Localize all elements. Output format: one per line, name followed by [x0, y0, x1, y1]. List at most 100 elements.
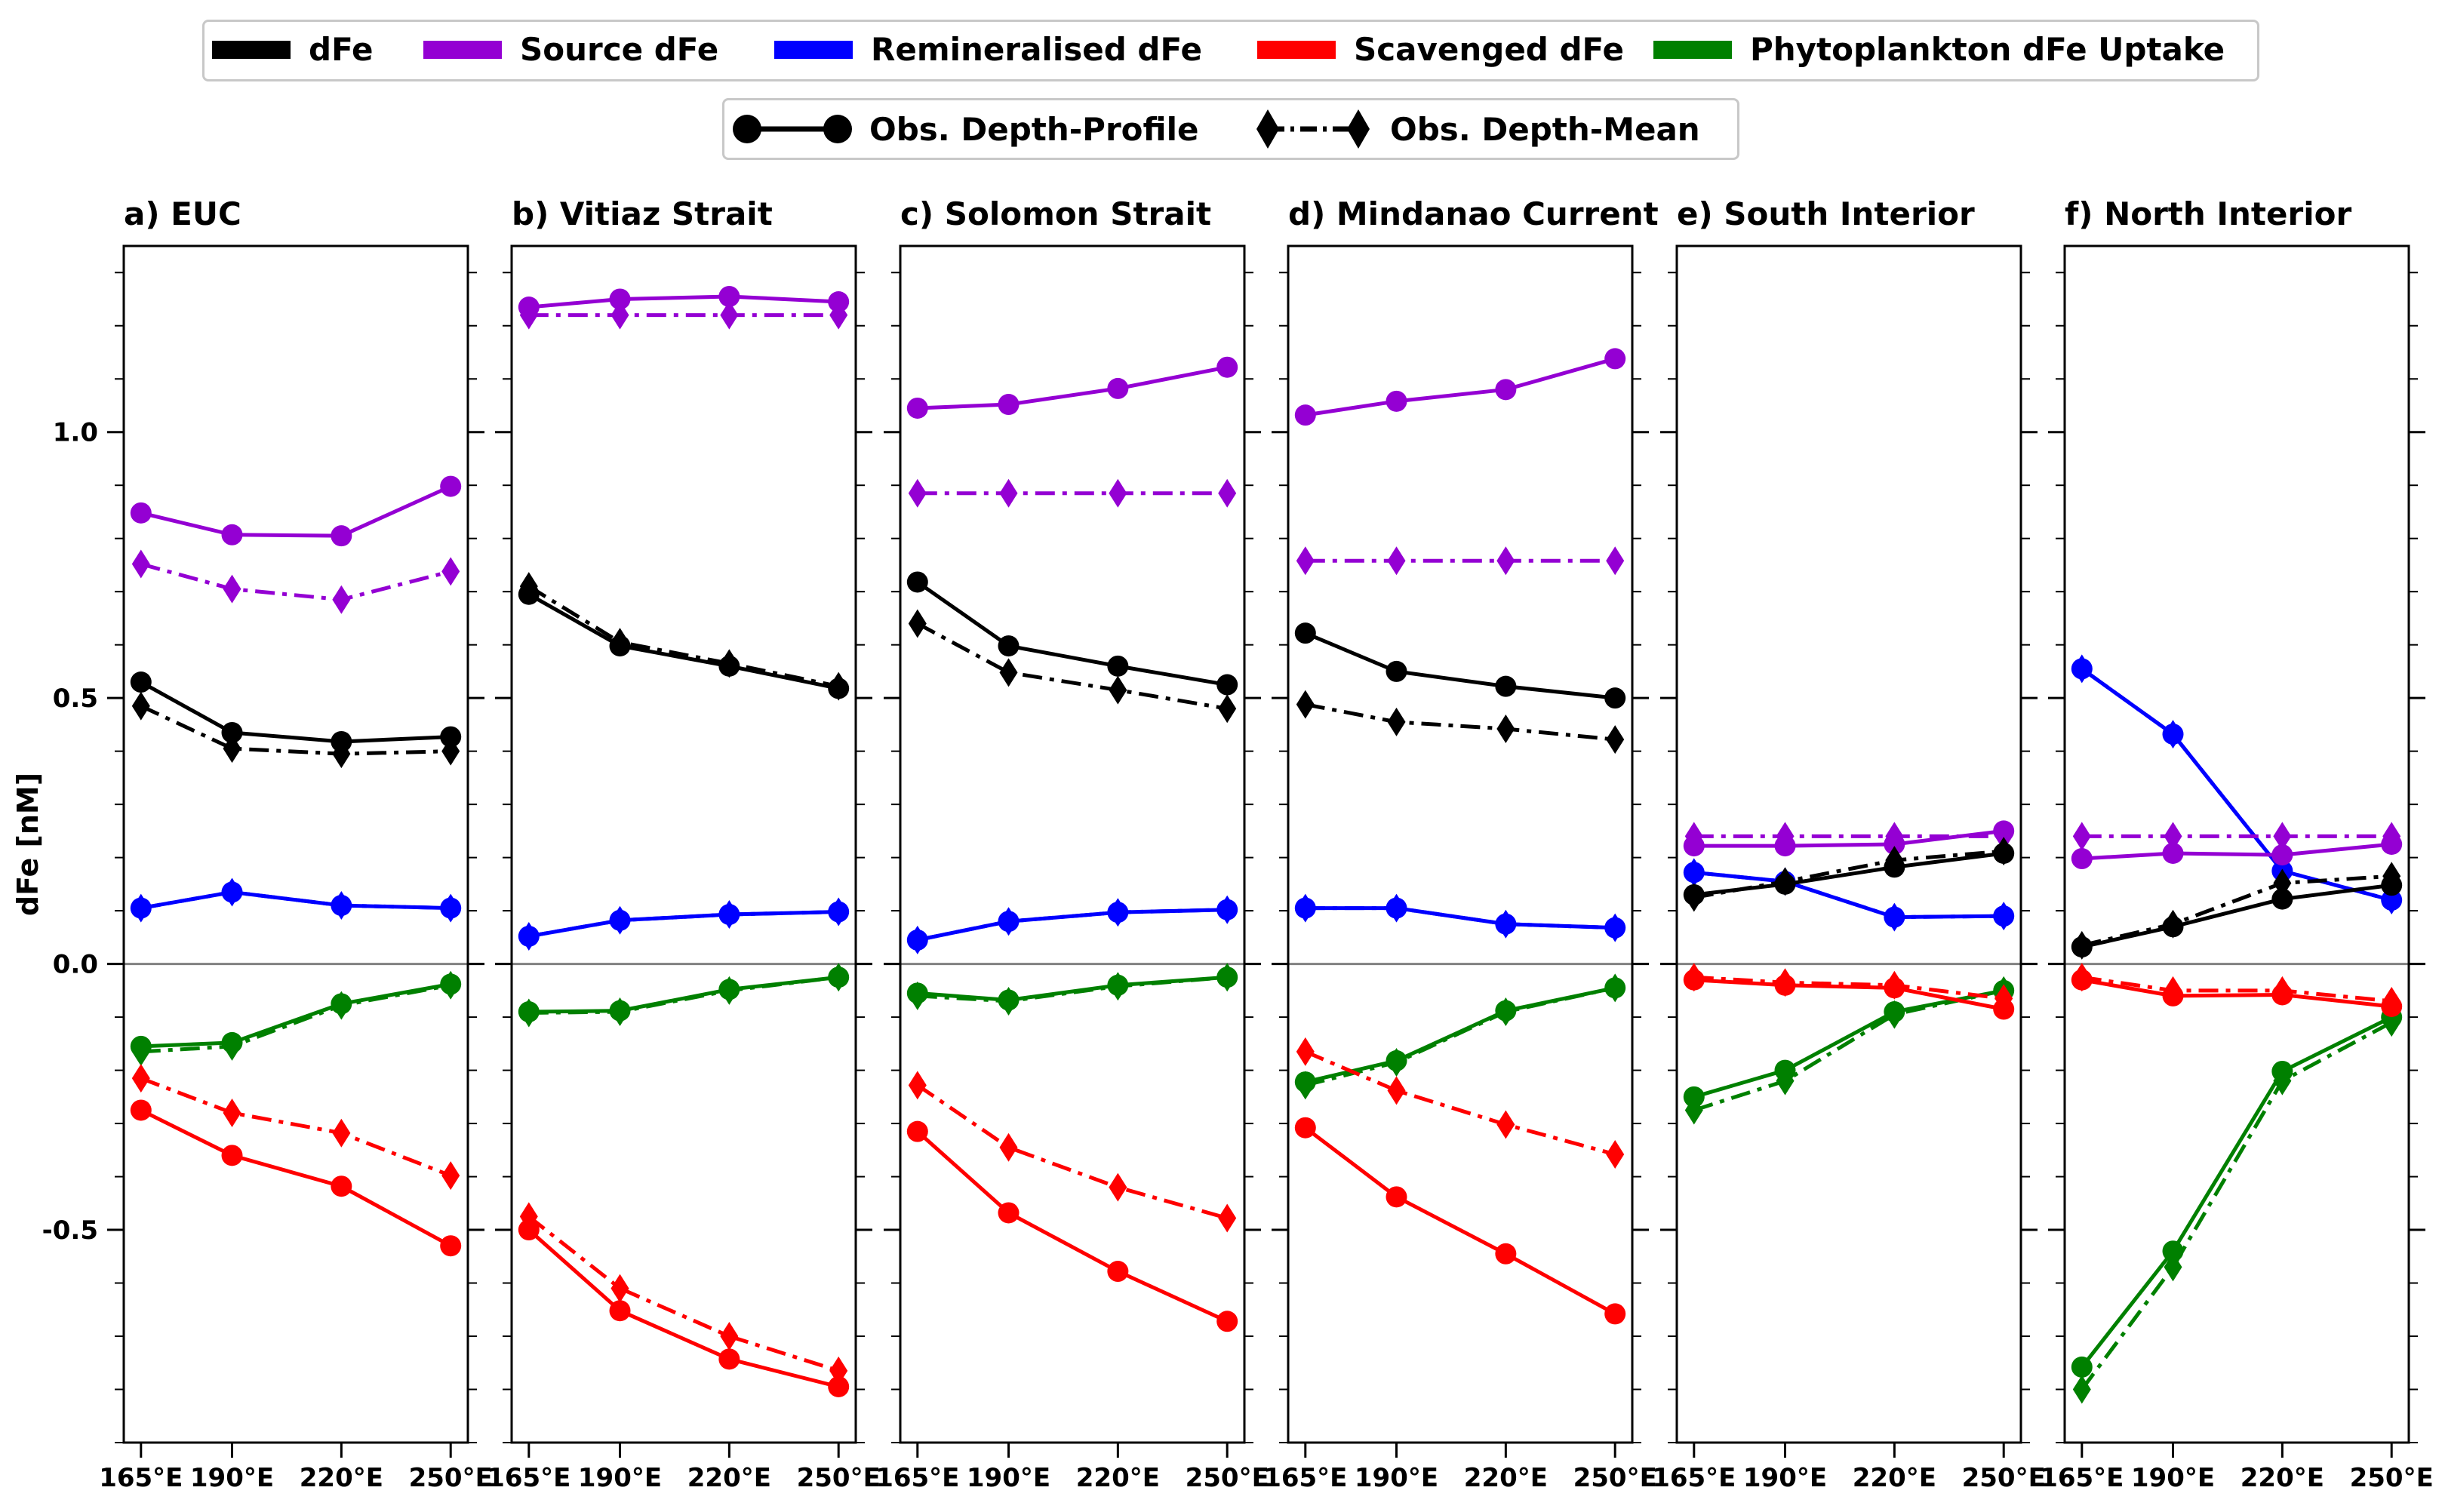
data-point-remin-profile: [1386, 897, 1407, 919]
series-line-scav-profile: [2081, 978, 2392, 1009]
data-point-remin-profile: [828, 901, 850, 923]
data-point-remin-profile: [1216, 899, 1238, 920]
data-point-dfe-profile: [2071, 936, 2093, 958]
data-point-remin-profile: [609, 909, 631, 931]
x-tick-label: 250°E: [409, 1463, 493, 1493]
data-point-dfe-profile: [1884, 856, 1905, 878]
data-point-dfe-profile: [998, 635, 1020, 657]
series-line-source-profile: [917, 365, 1228, 410]
x-tick-label: 220°E: [2241, 1463, 2324, 1493]
data-point-phyto-profile: [130, 1035, 152, 1057]
data-point-phyto-profile: [1386, 1049, 1407, 1071]
data-point-dfe-profile: [718, 655, 740, 677]
data-point-source-mean: [131, 549, 150, 579]
data-point-phyto-profile: [1495, 1000, 1517, 1022]
data-point-dfe-profile: [518, 583, 540, 605]
data-point-scav-profile: [1386, 1186, 1407, 1208]
data-point-source-profile: [1386, 390, 1407, 412]
panel-title: b) Vitiaz Strait: [512, 195, 773, 232]
series-line-scav-mean: [527, 1215, 839, 1373]
x-tick-label: 190°E: [190, 1463, 274, 1493]
y-axis-label: dFe [nM]: [11, 773, 45, 916]
data-point-dfe-mean: [131, 691, 150, 721]
series-line-phyto-profile: [1305, 985, 1616, 1084]
data-point-source-profile: [828, 291, 850, 313]
legend-label: Obs. Depth-Profile: [869, 110, 1199, 148]
data-point-scav-profile: [2071, 969, 2093, 991]
data-point-scav-profile: [718, 1348, 740, 1370]
series-line-scav-mean: [916, 1083, 1228, 1220]
data-point-dfe-profile: [2162, 916, 2184, 938]
series-line-dfe-mean: [2081, 874, 2392, 948]
series-line-scav-profile: [140, 1108, 452, 1248]
data-point-scav-profile: [828, 1375, 850, 1397]
data-point-scav-mean: [999, 1132, 1018, 1162]
data-point-source-profile: [1993, 820, 2015, 842]
data-point-source-profile: [130, 502, 152, 524]
data-point-phyto-profile: [828, 967, 850, 988]
series-line-scav-profile: [527, 1228, 839, 1389]
series-line-remin-profile: [2081, 667, 2392, 902]
data-point-source-mean: [2072, 822, 2091, 851]
panel-frame: [1675, 244, 2022, 1444]
panel-2: c) Solomon Strait 165°E 190°E 220°E 250°E: [875, 195, 1269, 1493]
data-point-source-mean: [2164, 822, 2182, 851]
data-point-scav-profile: [1993, 998, 2015, 1020]
data-point-dfe-mean: [1496, 715, 1515, 744]
series-line-scav-profile: [1304, 1126, 1616, 1316]
legend-label: Phytoplankton dFe Uptake: [1750, 31, 2225, 68]
data-point-remin-profile: [1495, 913, 1517, 935]
series-line-phyto-profile: [528, 975, 839, 1014]
data-point-source-profile: [1604, 348, 1626, 370]
panel-frame: [1287, 244, 1634, 1444]
series-line-scav-mean: [140, 1076, 452, 1178]
x-tick-label: 250°E: [2350, 1463, 2434, 1493]
data-point-phyto-profile: [1294, 1071, 1316, 1093]
data-point-remin-profile: [331, 895, 352, 917]
data-point-dfe-mean: [999, 658, 1018, 687]
data-point-source-profile: [331, 525, 352, 547]
y-tick-label: 0.0: [53, 950, 98, 980]
legend-label: dFe: [309, 31, 374, 68]
data-point-remin-profile: [1294, 897, 1316, 919]
data-point-remin-profile: [221, 881, 243, 903]
series-line-dfe-profile: [916, 580, 1228, 687]
x-tick-label: 190°E: [967, 1463, 1050, 1493]
data-point-remin-profile: [1884, 906, 1905, 928]
data-point-remin-profile: [1604, 917, 1626, 939]
series-line-dfe-mean: [1305, 702, 1616, 742]
series-line-remin-mean: [1693, 870, 2004, 920]
data-point-scav-mean: [441, 1161, 460, 1191]
legend-item-dfe: dFe: [212, 31, 374, 68]
x-tick-label: 190°E: [1355, 1463, 1438, 1493]
data-point-scav-mean: [720, 1322, 739, 1351]
series-line-phyto-profile: [140, 982, 451, 1049]
legend-item-profile: Obs. Depth-Profile: [732, 106, 1199, 152]
x-tick-label: 220°E: [1853, 1463, 1936, 1493]
data-point-dfe-profile: [1495, 675, 1517, 697]
x-tick-label: 220°E: [1464, 1463, 1548, 1493]
data-point-scav-profile: [998, 1202, 1020, 1224]
data-point-dfe-profile: [828, 678, 850, 699]
data-point-source-profile: [2271, 844, 2293, 866]
legend-label: Scavenged dFe: [1354, 31, 1625, 68]
series-line-scav-mean: [1304, 1049, 1616, 1157]
data-point-scav-profile: [1884, 977, 1905, 999]
legend-label: Remineralised dFe: [871, 31, 1202, 68]
series-line-dfe-mean: [140, 704, 451, 756]
data-point-phyto-profile: [1683, 1086, 1705, 1108]
data-point-source-mean: [908, 478, 927, 508]
panel-frame: [2063, 244, 2410, 1444]
legend-swatch: [1257, 40, 1336, 59]
data-point-source-profile: [221, 524, 243, 545]
series-line-remin-profile: [917, 908, 1228, 942]
data-point-dfe-profile: [1294, 622, 1316, 644]
data-point-source-mean: [1218, 478, 1237, 508]
data-point-remin-profile: [440, 897, 462, 919]
legend-item-scav: Scavenged dFe: [1257, 31, 1624, 68]
data-point-source-profile: [440, 475, 462, 497]
data-point-scav-profile: [2381, 995, 2403, 1017]
panel-frame: [899, 244, 1246, 1444]
data-point-scav-mean: [131, 1064, 150, 1093]
data-point-remin-profile: [906, 929, 928, 951]
